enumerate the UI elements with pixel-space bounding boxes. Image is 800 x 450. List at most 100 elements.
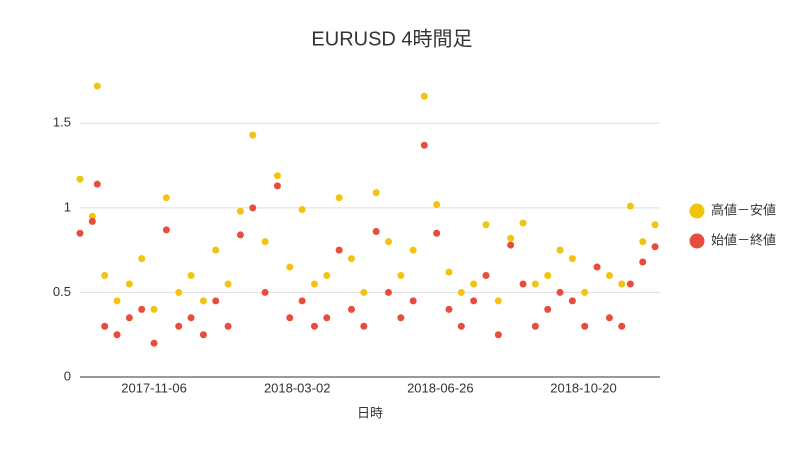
data-point — [125, 280, 133, 288]
data-point — [88, 212, 96, 220]
data-point — [236, 231, 244, 239]
data-point — [445, 305, 453, 313]
data-point — [212, 297, 220, 305]
data-point — [581, 322, 589, 330]
data-point — [639, 238, 647, 246]
x-tick-label: 2017-11-06 — [121, 380, 187, 395]
data-point — [113, 331, 121, 339]
data-point — [507, 234, 515, 242]
data-point — [544, 305, 552, 313]
data-point — [470, 297, 478, 305]
data-point — [323, 272, 331, 280]
data-point — [457, 322, 465, 330]
data-point — [150, 339, 158, 347]
y-tick-label: 1.5 — [53, 115, 71, 130]
chart-title: EURUSD 4時間足 — [311, 27, 472, 50]
data-point — [639, 258, 647, 266]
x-tick-label: 2018-06-26 — [407, 380, 474, 395]
data-point — [199, 331, 207, 339]
data-point — [360, 322, 368, 330]
data-point — [433, 200, 441, 208]
data-point — [199, 297, 207, 305]
data-point — [618, 322, 626, 330]
data-point — [93, 82, 101, 90]
data-point — [494, 331, 502, 339]
y-tick-label: 0 — [64, 368, 71, 383]
data-point — [556, 288, 564, 296]
data-point — [372, 189, 380, 197]
data-point — [556, 246, 564, 254]
data-point — [568, 255, 576, 263]
data-point — [605, 314, 613, 322]
data-point — [261, 238, 269, 246]
data-point — [310, 280, 318, 288]
data-point — [175, 322, 183, 330]
x-tick-label: 2018-10-20 — [550, 380, 617, 395]
data-point — [212, 246, 220, 254]
y-tick-label: 0.5 — [53, 284, 71, 299]
data-point — [347, 255, 355, 263]
data-point — [236, 207, 244, 215]
data-point — [76, 229, 84, 237]
data-point — [605, 272, 613, 280]
legend-marker — [689, 203, 705, 219]
data-point — [409, 297, 417, 305]
data-point — [113, 297, 121, 305]
data-point — [249, 131, 257, 139]
data-point — [385, 238, 393, 246]
data-point — [409, 246, 417, 254]
data-point — [273, 182, 281, 190]
data-point — [138, 305, 146, 313]
legend-label: 始値－終値 — [711, 232, 776, 247]
data-point — [626, 280, 634, 288]
data-point — [581, 288, 589, 296]
data-point — [347, 305, 355, 313]
data-point — [298, 297, 306, 305]
data-point — [372, 228, 380, 236]
data-point — [494, 297, 502, 305]
data-point — [360, 288, 368, 296]
x-axis-title: 日時 — [357, 405, 383, 420]
data-point — [507, 241, 515, 249]
data-point — [397, 272, 405, 280]
data-point — [618, 280, 626, 288]
x-tick-label: 2018-03-02 — [264, 380, 331, 395]
data-point — [544, 272, 552, 280]
data-point — [310, 322, 318, 330]
data-point — [224, 322, 232, 330]
data-point — [76, 175, 84, 183]
legend-marker — [689, 233, 705, 249]
data-point — [397, 314, 405, 322]
data-point — [482, 272, 490, 280]
data-point — [531, 280, 539, 288]
data-point — [138, 255, 146, 263]
data-point — [261, 288, 269, 296]
data-point — [457, 288, 465, 296]
data-point — [150, 305, 158, 313]
data-point — [420, 141, 428, 149]
data-point — [593, 263, 601, 271]
data-point — [420, 92, 428, 100]
data-point — [175, 288, 183, 296]
data-point — [162, 226, 170, 234]
data-point — [298, 206, 306, 214]
data-point — [568, 297, 576, 305]
data-point — [470, 280, 478, 288]
data-point — [187, 314, 195, 322]
data-point — [101, 272, 109, 280]
data-point — [482, 221, 490, 229]
data-point — [626, 202, 634, 210]
data-point — [651, 221, 659, 229]
data-point — [286, 314, 294, 322]
y-tick-label: 1 — [64, 199, 71, 214]
data-point — [187, 272, 195, 280]
data-point — [286, 263, 294, 271]
legend-label: 高値－安値 — [711, 202, 776, 217]
data-point — [385, 288, 393, 296]
data-point — [101, 322, 109, 330]
data-point — [88, 217, 96, 225]
data-point — [323, 314, 331, 322]
data-point — [162, 194, 170, 202]
data-point — [445, 268, 453, 276]
